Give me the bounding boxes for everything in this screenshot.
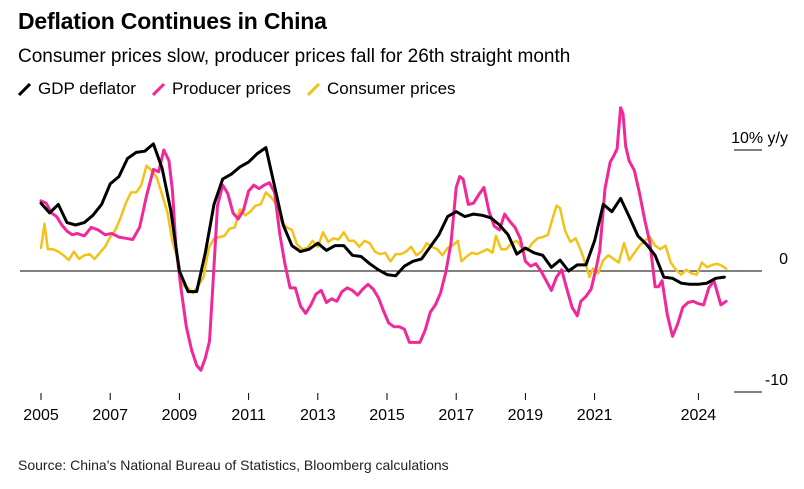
x-tick-label: 2011 — [231, 407, 266, 424]
x-tick-label: 2021 — [577, 407, 613, 424]
x-tick-label: 2009 — [162, 407, 198, 424]
x-tick-label: 2007 — [92, 407, 128, 424]
y-tick-label: -10 — [765, 372, 788, 389]
x-tick-label: 2005 — [23, 407, 59, 424]
y-tick-label: 0 — [779, 251, 788, 268]
series-line-gdp-deflator — [39, 142, 726, 294]
legend-slash-icon-ppi — [151, 82, 165, 96]
legend-item-consumer-prices: Consumer prices — [307, 79, 456, 99]
x-tick-label: 2019 — [508, 407, 544, 424]
legend-label-producer-prices: Producer prices — [171, 79, 292, 98]
series-line-consumer-prices — [39, 164, 728, 295]
x-tick-label: 2015 — [369, 407, 405, 424]
x-tick-label: 2013 — [300, 407, 336, 424]
source-note: Source: China's National Bureau of Stati… — [18, 457, 449, 473]
chart-legend: GDP deflator Producer prices Consumer pr… — [18, 79, 472, 99]
legend-slash-icon-cpi — [307, 82, 321, 96]
legend-item-producer-prices: Producer prices — [151, 79, 292, 99]
y-tick-label: 10% y/y — [731, 130, 788, 147]
chart-subtitle: Consumer prices slow, producer prices fa… — [18, 46, 571, 67]
legend-label-consumer-prices: Consumer prices — [327, 79, 456, 98]
series-line-producer-prices — [39, 106, 728, 372]
x-tick-label: 2017 — [438, 407, 474, 424]
legend-item-gdp-deflator: GDP deflator — [18, 79, 136, 99]
legend-label-gdp-deflator: GDP deflator — [38, 79, 136, 98]
x-tick-label: 2024 — [681, 407, 717, 424]
legend-slash-icon-gdp — [18, 82, 31, 96]
chart-title: Deflation Continues in China — [18, 8, 327, 34]
